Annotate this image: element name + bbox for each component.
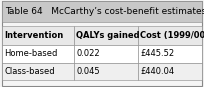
Text: 0.045: 0.045 — [76, 67, 100, 76]
Text: QALYs gained: QALYs gained — [76, 31, 140, 40]
Text: £440.04: £440.04 — [140, 67, 175, 76]
Bar — [138, 63, 202, 80]
Bar — [74, 63, 138, 80]
Bar — [138, 26, 202, 45]
Text: 0.022: 0.022 — [76, 49, 100, 58]
Bar — [74, 26, 138, 45]
Bar — [2, 63, 74, 80]
Text: Cost (1999/00 £): Cost (1999/00 £) — [140, 31, 204, 40]
Bar — [2, 26, 74, 45]
Text: Intervention: Intervention — [4, 31, 64, 40]
Text: £445.52: £445.52 — [140, 49, 175, 58]
Text: Home-based: Home-based — [4, 49, 58, 58]
Bar — [2, 45, 74, 63]
Text: Table 64   McCarthy’s cost-benefit estimates: Table 64 McCarthy’s cost-benefit estimat… — [5, 7, 204, 16]
Bar — [74, 45, 138, 63]
Text: Class-based: Class-based — [4, 67, 55, 76]
Bar — [138, 45, 202, 63]
Bar — [2, 1, 202, 22]
